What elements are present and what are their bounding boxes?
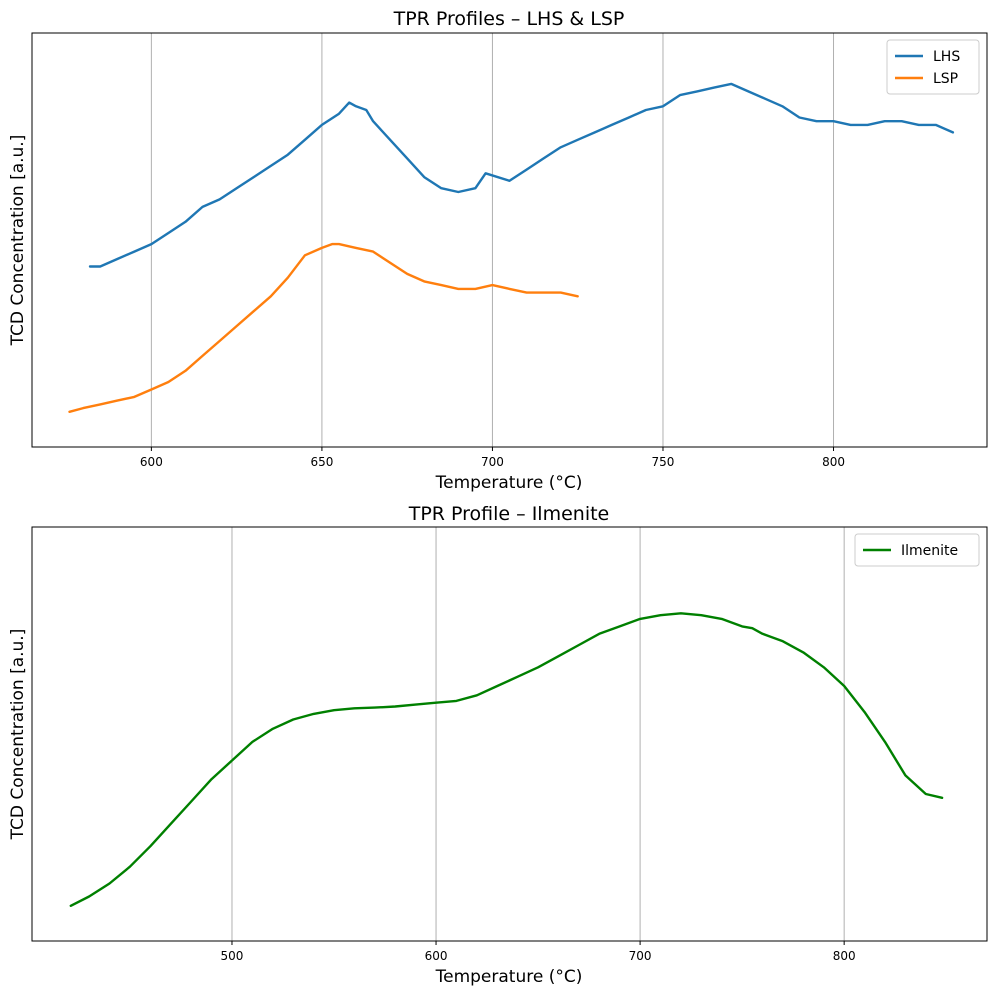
legend: LHS LSP: [886, 39, 980, 95]
legend-box: [854, 533, 980, 567]
x-tick-label: 800: [822, 455, 845, 469]
legend: Ilmenite: [854, 533, 980, 567]
grid: [150, 33, 835, 447]
grid: [231, 527, 845, 941]
x-axis-ticks: 500 600 700 800: [221, 941, 856, 963]
series-line-lsp: [68, 242, 579, 413]
panel-tpr-lhs-lsp: TPR Profiles – LHS & LSP 600 650 700 750 800…: [8, 8, 988, 493]
legend-box: [886, 39, 980, 95]
series-line-lhs: [88, 82, 955, 268]
legend-label-lsp: LSP: [933, 71, 958, 87]
series-group: [69, 612, 944, 907]
x-axis-label: Temperature (°C): [435, 473, 583, 493]
x-axis-label: Temperature (°C): [435, 967, 583, 987]
plot-frame: [31, 32, 988, 448]
y-axis-label: TCD Concentration [a.u.]: [8, 135, 28, 347]
x-tick-label: 500: [221, 949, 244, 963]
legend-label-lhs: LHS: [933, 49, 960, 65]
chart-title: TPR Profiles – LHS & LSP: [393, 8, 625, 30]
x-tick-label: 650: [310, 455, 333, 469]
y-axis-label: TCD Concentration [a.u.]: [8, 629, 28, 841]
chart-title: TPR Profile – Ilmenite: [408, 503, 610, 525]
panel-tpr-ilmenite: TPR Profile – Ilmenite 500 600 700 800 Temp…: [8, 503, 988, 987]
series-line-ilmenite: [69, 612, 944, 907]
x-tick-label: 750: [652, 455, 675, 469]
x-tick-label: 600: [425, 949, 448, 963]
plot-frame: [31, 526, 988, 942]
x-tick-label: 700: [629, 949, 652, 963]
series-group: [68, 82, 955, 413]
x-axis-ticks: 600 650 700 750 800: [140, 447, 845, 469]
x-tick-label: 700: [481, 455, 504, 469]
legend-label-ilmenite: Ilmenite: [901, 543, 958, 559]
x-tick-label: 600: [140, 455, 163, 469]
x-tick-label: 800: [833, 949, 856, 963]
